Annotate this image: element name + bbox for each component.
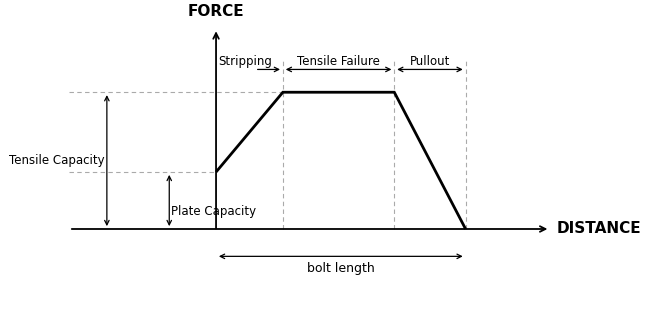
Text: Pullout: Pullout xyxy=(410,55,450,68)
Text: Plate Capacity: Plate Capacity xyxy=(171,205,257,218)
Text: DISTANCE: DISTANCE xyxy=(557,222,642,236)
Text: Tensile Failure: Tensile Failure xyxy=(297,55,380,68)
Text: Stripping: Stripping xyxy=(218,55,272,68)
Text: Tensile Capacity: Tensile Capacity xyxy=(9,154,105,167)
Text: bolt length: bolt length xyxy=(307,262,375,275)
Text: FORCE: FORCE xyxy=(188,4,245,19)
